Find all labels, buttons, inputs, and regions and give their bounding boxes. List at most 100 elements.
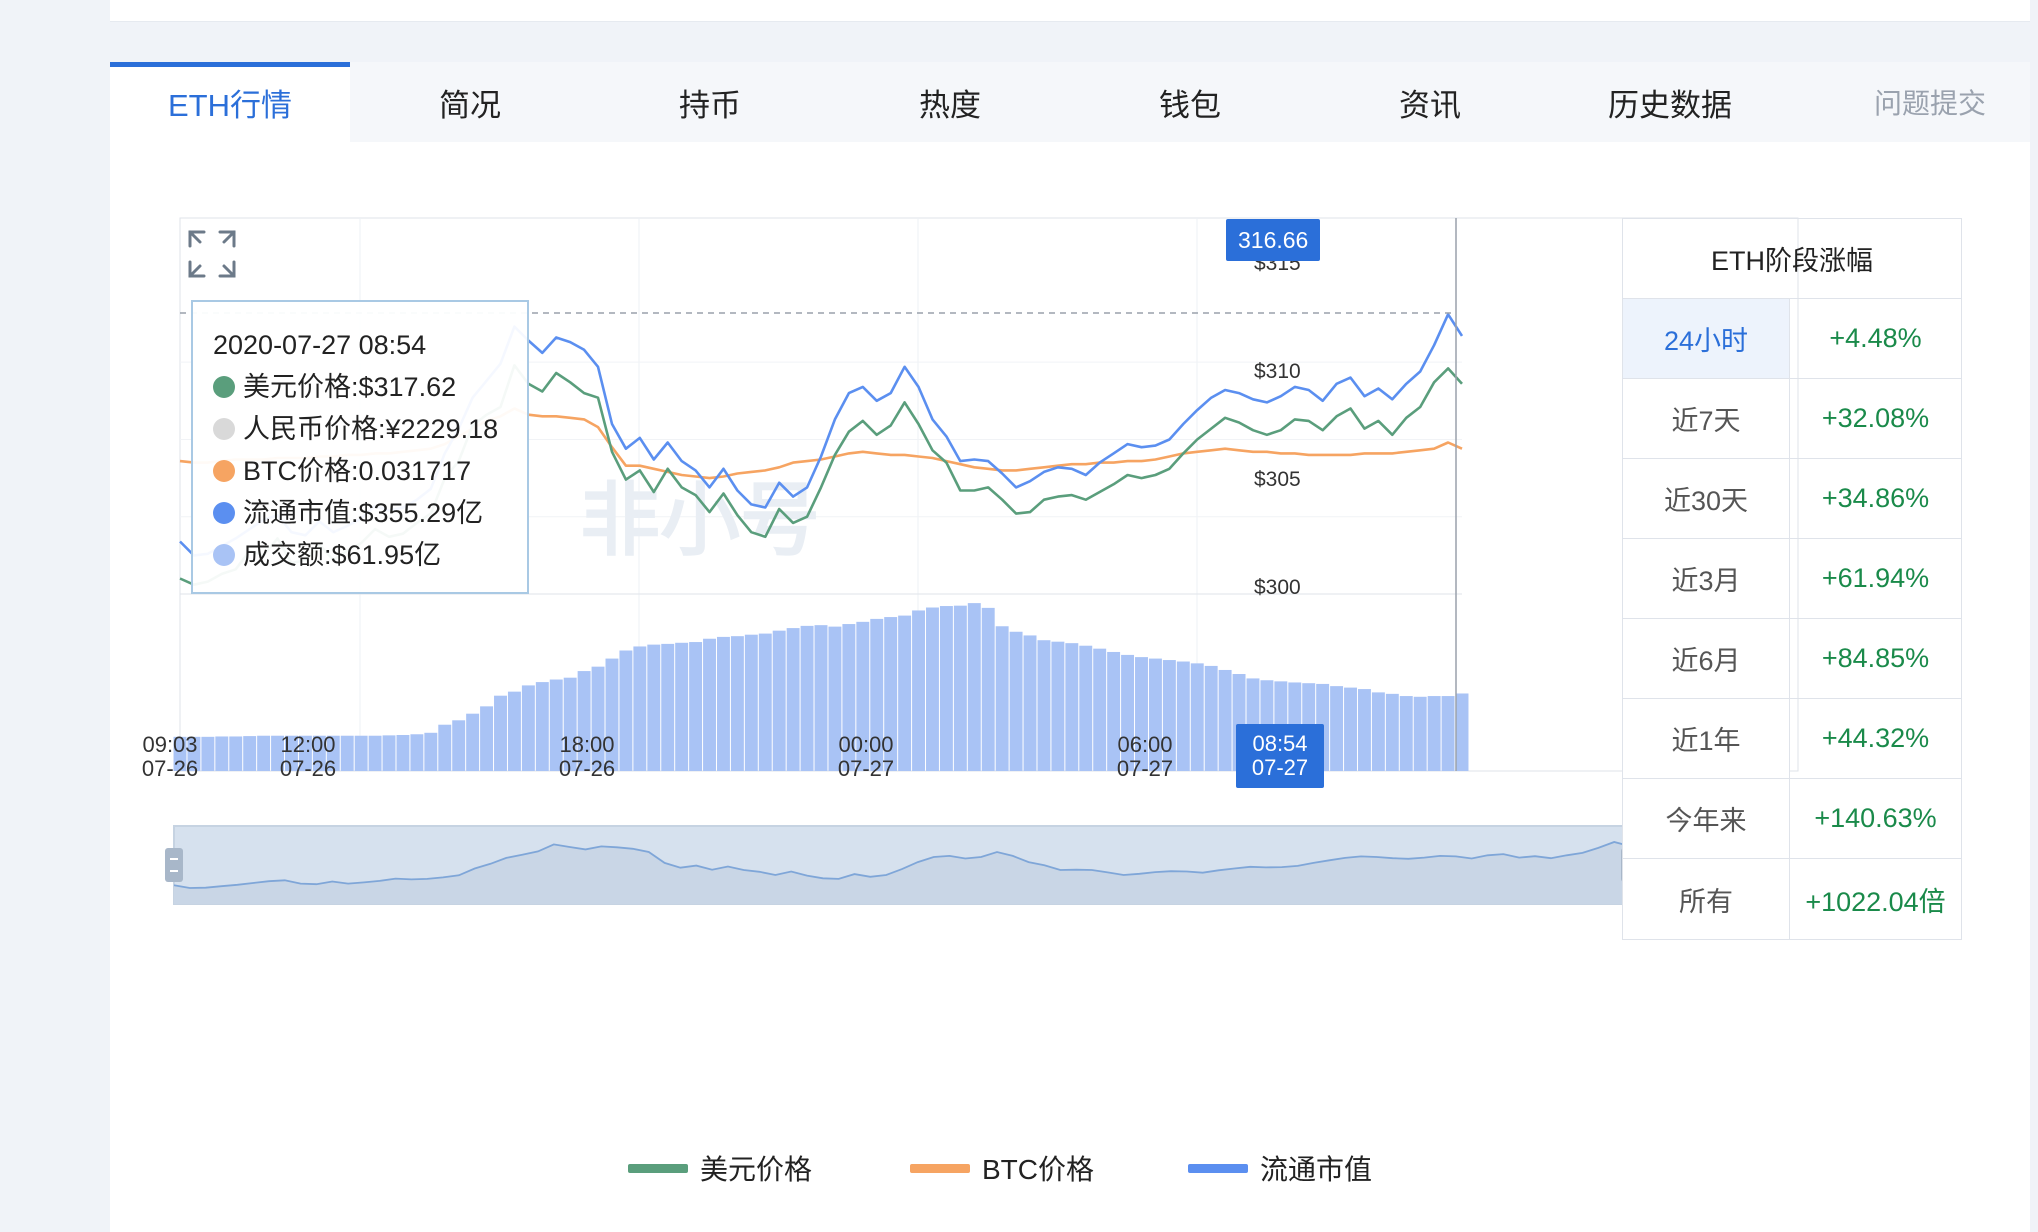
legend-item-usd[interactable]: 美元价格 [628, 1148, 812, 1188]
marketcap-dot-icon [213, 502, 235, 524]
x-tick-1: 12:00 07-26 [279, 732, 337, 781]
price-chart[interactable]: 非小号 2020-07-27 08:54 美元价格:$317.62 人民币价格:… [142, 217, 1799, 1078]
tooltip-row-usd: 美元价格:$317.62 [213, 366, 527, 408]
volume-bar [521, 685, 535, 771]
volume-bar [1441, 696, 1455, 771]
volume-bar [716, 636, 730, 771]
tab-holders[interactable]: 持币 [679, 87, 741, 123]
volume-bar [201, 736, 215, 771]
legend-label: 流通市值 [1260, 1154, 1373, 1185]
volume-bar [424, 732, 438, 771]
legend-label: 美元价格 [700, 1154, 813, 1185]
tooltip-row-marketcap: 流通市值:$355.29亿 [213, 492, 527, 534]
stats-period-24h[interactable]: 24小时 [1623, 299, 1790, 378]
fullscreen-icon[interactable] [186, 228, 238, 280]
feedback-link[interactable]: 问题提交 [1873, 88, 1986, 119]
watermark-text: 非小号 [580, 474, 820, 567]
volume-bar [730, 636, 744, 771]
tab-overview[interactable]: 简况 [439, 87, 501, 123]
volume-bar [229, 736, 243, 771]
legend-item-marketcap[interactable]: 流通市值 [1188, 1148, 1372, 1188]
zoom-slider-area [174, 842, 1630, 904]
volume-bar [1455, 693, 1469, 771]
volume-bar [438, 724, 452, 771]
volume-bar [271, 735, 285, 771]
tab-news[interactable]: 资讯 [1399, 87, 1461, 123]
volume-bar [772, 630, 786, 771]
volume-bar [1371, 692, 1385, 771]
volume-bar [814, 625, 828, 771]
zoom-slider-line [173, 841, 1631, 889]
volume-bar [633, 646, 647, 771]
stats-panel: ETH阶段涨幅 24小时 +4.48% 近7天 +32.08% 近30天 +34.86… [1622, 218, 1962, 940]
stats-period-6m[interactable]: 近6月 [1623, 619, 1790, 698]
stats-row: 今年来 +140.63% [1623, 779, 1961, 859]
volume-bar [1344, 687, 1357, 771]
x-tick-3: 00:00 07-27 [837, 732, 895, 781]
volume-bar [1399, 696, 1413, 771]
volume-bar [842, 624, 856, 771]
tooltip-row-btc: BTC价格:0.031717 [213, 450, 527, 492]
volume-bar [619, 650, 633, 771]
volume-bar [828, 626, 842, 771]
x-tick-2: 18:00 07-26 [558, 732, 616, 781]
x-tick-0: 09:03 07-26 [141, 732, 199, 781]
stats-row: 24小时 +4.48% [1623, 299, 1961, 379]
volume-bar [173, 736, 187, 771]
y-tick-305: $305 [1254, 468, 1301, 491]
volume-bar [1148, 658, 1162, 771]
tab-popularity[interactable]: 热度 [919, 87, 981, 123]
volume-bar [1162, 660, 1176, 771]
tab-wallet[interactable]: 钱包 [1159, 87, 1221, 123]
volume-bar [577, 671, 591, 771]
volume-bar [1204, 665, 1218, 771]
volume-bar [1135, 657, 1148, 771]
stats-period-all[interactable]: 所有 [1623, 859, 1790, 939]
volume-bar [312, 735, 326, 771]
stats-value: +4.48% [1829, 323, 1922, 353]
volume-bar [1009, 631, 1023, 771]
volume-bar [215, 736, 229, 771]
volume-bar [967, 603, 981, 771]
volume-bar [410, 734, 424, 771]
legend-label: BTC价格 [982, 1154, 1095, 1185]
stats-value: +61.94% [1821, 563, 1930, 593]
volume-bar [744, 634, 758, 771]
volume-bar [675, 642, 689, 771]
marketcap-swatch-icon [1188, 1163, 1248, 1173]
legend-item-btc[interactable]: BTC价格 [910, 1148, 1094, 1188]
volume-bar [605, 658, 619, 771]
stats-value: +34.86% [1821, 483, 1930, 513]
zoom-handle-left-icon[interactable] [165, 848, 183, 882]
volume-bar [298, 735, 312, 771]
volume-bar [494, 695, 507, 771]
volume-bar [758, 633, 772, 771]
stats-period-ytd[interactable]: 今年来 [1623, 779, 1790, 858]
tab-history[interactable]: 历史数据 [1608, 87, 1732, 123]
stats-period-30d[interactable]: 近30天 [1623, 459, 1790, 538]
volume-bar [926, 607, 939, 771]
stats-period-1y[interactable]: 近1年 [1623, 699, 1790, 778]
volume-bar [535, 682, 549, 771]
volume-bar [257, 735, 271, 771]
chart-legend: 美元价格 BTC价格 流通市值 [0, 1148, 2038, 1188]
volume-bar [1037, 640, 1051, 771]
volume-bar [187, 736, 201, 771]
chart-tooltip: 2020-07-27 08:54 美元价格:$317.62 人民币价格:¥222… [191, 300, 529, 594]
volume-bar [912, 610, 926, 771]
stats-value: +32.08% [1821, 403, 1930, 433]
volume-bar [1121, 654, 1135, 771]
volume-bar [1079, 645, 1093, 771]
tooltip-datetime: 2020-07-27 08:54 [213, 330, 427, 360]
tab-eth-market[interactable]: ETH行情 [110, 62, 350, 142]
stats-period-7d[interactable]: 近7天 [1623, 379, 1790, 458]
x-tick-4: 06:00 07-27 [1116, 732, 1174, 781]
stats-period-3m[interactable]: 近3月 [1623, 539, 1790, 618]
volume-bar [1051, 641, 1065, 771]
y-tick-310: $310 [1254, 360, 1301, 383]
volume-bar [368, 735, 382, 771]
volume-bar [382, 735, 396, 771]
volume-bar [1427, 696, 1441, 771]
tab-bar: ETH行情 简况 持币 热度 钱包 资讯 历史数据 问题提交 [110, 62, 2030, 142]
volume-bar [1107, 651, 1121, 771]
